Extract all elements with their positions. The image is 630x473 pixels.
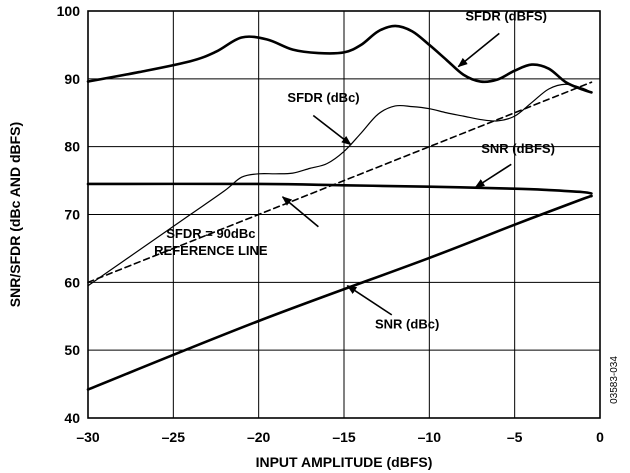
x-tick-label: –5	[507, 429, 523, 445]
x-tick-label: –30	[76, 429, 100, 445]
y-tick-label: 100	[57, 3, 81, 19]
y-axis-label: SNR/SFDR (dBc AND dBFS)	[7, 122, 23, 307]
series-line-sfdr-90dbc-reference-line	[87, 81, 593, 284]
y-tick-label: 40	[64, 410, 80, 426]
x-tick-label: –10	[418, 429, 442, 445]
x-axis-label: INPUT AMPLITUDE (dBFS)	[256, 454, 433, 470]
plot-frame	[87, 10, 601, 419]
x-tick-label: 0	[596, 429, 604, 445]
series-layer	[86, 24, 593, 391]
annotation-label-0: SFDR (dBFS)	[465, 8, 547, 23]
series-line-snr-dbc	[86, 194, 593, 391]
annotation-arrow-3	[281, 196, 319, 228]
annotation-label-3: SFDR = 90dBc	[166, 226, 255, 241]
annotation-arrow-1	[312, 114, 352, 146]
y-tick-label: 70	[64, 207, 80, 223]
series-line-sfdr-dbfs	[86, 24, 593, 94]
series-line-sfdr-dbc	[87, 83, 593, 287]
annotation-arrow-2	[474, 163, 512, 189]
x-tick-label: –20	[247, 429, 271, 445]
y-tick-label: 60	[64, 274, 80, 290]
annotation-label-4: SNR (dBc)	[375, 316, 439, 331]
annotation-label-3: REFERENCE LINE	[154, 243, 268, 258]
x-tick-label: –25	[162, 429, 186, 445]
y-tick-label: 90	[64, 71, 80, 87]
figure-id-label: 03583-034	[609, 356, 620, 404]
tick-labels: –30 –25 –20 –15 –10 –5 0 40 50 60 70 80 90 100	[57, 3, 604, 445]
x-tick-label: –15	[332, 429, 356, 445]
annotation-arrow-4	[346, 285, 393, 316]
grid-lines	[88, 11, 600, 418]
annotation-arrow-0	[457, 32, 500, 68]
annotations: SFDR (dBFS) SFDR (dBc) SNR (dBFS) SFDR = 90…	[154, 8, 555, 331]
annotation-label-2: SNR (dBFS)	[481, 141, 555, 156]
series-line-snr-dbfs	[86, 182, 593, 195]
y-tick-label: 80	[64, 139, 80, 155]
y-tick-label: 50	[64, 342, 80, 358]
annotation-label-1: SFDR (dBc)	[287, 90, 359, 105]
